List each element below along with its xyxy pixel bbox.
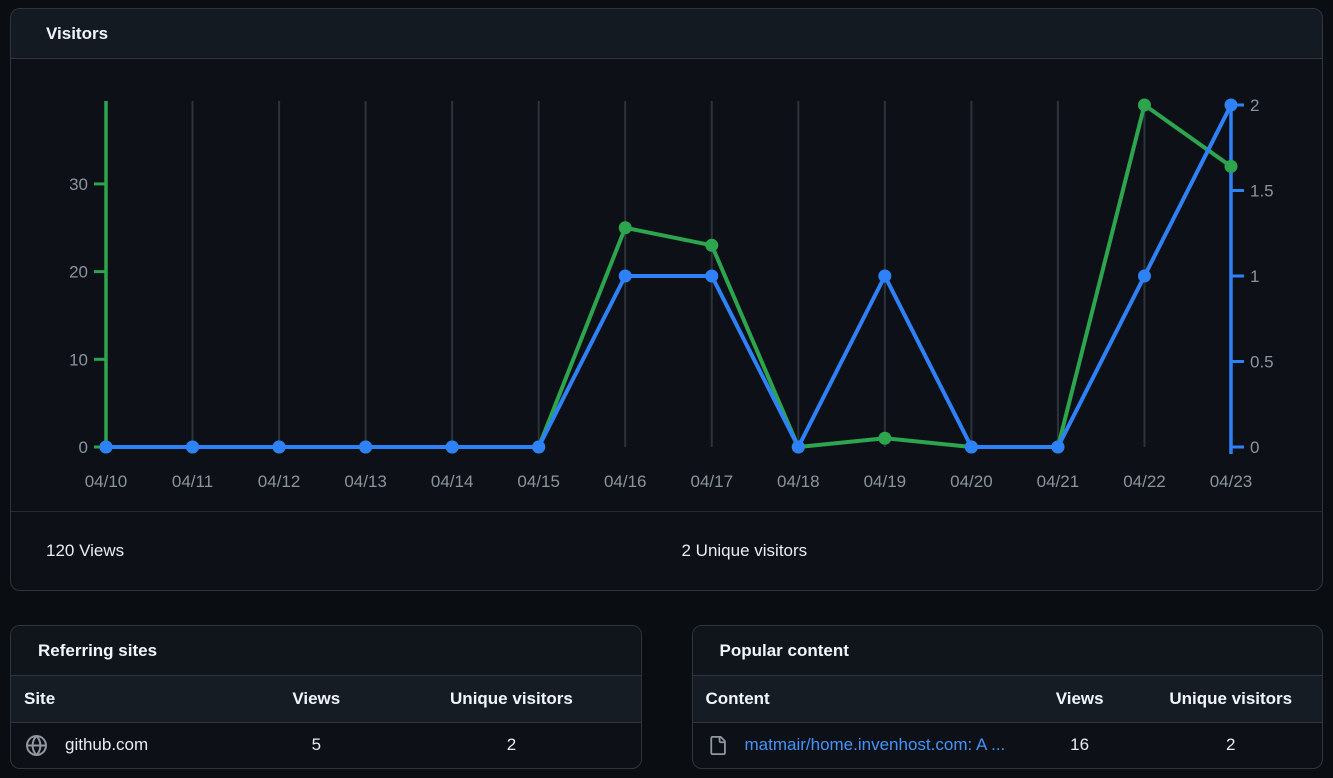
popular-content-panel: Popular content Content Views Unique vis… <box>691 625 1323 769</box>
total-unique-visitors-label: 2 Unique visitors <box>681 541 808 560</box>
chart-dot <box>359 440 373 454</box>
visitors-panel-header: Visitors <box>11 9 1322 59</box>
popular-content-link[interactable]: matmair/home.invenhost.com: A ... <box>744 735 1006 755</box>
chart-dot <box>964 440 978 454</box>
right-axis-tick-label: 1.5 <box>1250 182 1274 201</box>
chart-dot <box>1224 98 1238 112</box>
x-axis-label: 04/17 <box>690 472 733 491</box>
x-axis-label: 04/23 <box>1210 472 1253 491</box>
left-axis-tick-label: 20 <box>69 263 88 282</box>
referring-site-name: github.com <box>65 735 149 755</box>
series-line <box>104 103 1233 449</box>
chart-dot <box>445 440 459 454</box>
right-axis-tick-label: 0.5 <box>1250 353 1274 372</box>
x-axis-label: 04/13 <box>344 472 387 491</box>
x-axis-label: 04/15 <box>517 472 560 491</box>
x-axis-label: 04/10 <box>85 472 128 491</box>
column-header-unique-visitors: Unique visitors <box>382 676 641 723</box>
chart-dot <box>532 440 546 454</box>
chart-dot <box>878 431 892 445</box>
column-header-views: Views <box>1019 676 1140 723</box>
referring-sites-header: Referring sites <box>11 626 641 676</box>
chart-dot <box>705 238 719 252</box>
x-axis-label: 04/16 <box>604 472 647 491</box>
x-axis-label: 04/21 <box>1037 472 1080 491</box>
popular-content-table: Content Views Unique visitors <box>692 676 1323 768</box>
chart-dot <box>705 269 719 283</box>
x-axis-label: 04/11 <box>172 472 213 491</box>
column-header-unique-visitors: Unique visitors <box>1139 676 1322 723</box>
visitors-chart-svg[interactable]: 0 10 20 30 0 0.5 1 1.5 2 04/10 04/11 04/12 04/13 04/1… <box>11 59 1322 511</box>
chart-dot <box>99 440 113 454</box>
popular-content-views: 16 <box>1070 735 1090 755</box>
popular-content-unique: 2 <box>1225 735 1236 755</box>
x-axis-label: 04/22 <box>1123 472 1166 491</box>
referring-sites-table: Site Views Unique visitors <box>11 676 641 768</box>
visitors-title: Visitors <box>46 23 109 43</box>
popular-content-header: Popular content <box>692 626 1322 676</box>
bottom-row: Referring sites Site Views Unique visito… <box>10 625 1323 769</box>
referring-sites-panel: Referring sites Site Views Unique visito… <box>10 625 642 769</box>
x-axis-label: 04/12 <box>258 472 301 491</box>
popular-content-title: Popular content <box>719 640 849 660</box>
column-header-site: Site <box>11 676 251 723</box>
chart-dot <box>272 440 286 454</box>
visitors-chart[interactable]: 0 10 20 30 0 0.5 1 1.5 2 04/10 04/11 04/12 04/13 04/1… <box>11 59 1322 511</box>
chart-dot <box>1224 159 1238 173</box>
chart-dot <box>186 440 200 454</box>
globe-icon <box>26 734 47 756</box>
chart-dot <box>1051 440 1065 454</box>
x-axis-label: 04/20 <box>950 472 993 491</box>
x-axis-label: 04/18 <box>777 472 820 491</box>
table-row: github.com 5 2 <box>11 722 641 768</box>
chart-dot <box>618 221 632 235</box>
right-axis-tick-label: 1 <box>1250 267 1259 286</box>
referring-site-views: 5 <box>311 735 322 755</box>
column-header-content: Content <box>692 676 1020 723</box>
column-header-views: Views <box>250 676 383 723</box>
chart-dot <box>1137 269 1151 283</box>
left-axis-tick-label: 10 <box>69 350 88 369</box>
referring-site-unique: 2 <box>506 735 517 755</box>
table-row: matmair/home.invenhost.com: A ... 16 2 <box>693 722 1323 768</box>
file-icon <box>708 735 727 755</box>
chart-dot <box>878 269 892 283</box>
right-axis-tick-label: 2 <box>1250 96 1259 115</box>
chart-dot <box>1137 98 1151 112</box>
chart-dot <box>791 440 805 454</box>
chart-dot <box>618 269 632 283</box>
left-axis-tick-label: 30 <box>69 175 88 194</box>
total-views-label: 120 Views <box>46 541 125 560</box>
visitors-panel: Visitors 0 10 20 30 0 0.5 1 1.5 2 04/10 04/11 04/12… <box>10 8 1323 591</box>
visitors-chart-footer: 120 Views 2 Unique visitors <box>11 511 1322 590</box>
x-axis-label: 04/19 <box>864 472 907 491</box>
right-axis-tick-label: 0 <box>1250 438 1259 457</box>
left-axis-tick-label: 0 <box>79 438 88 457</box>
referring-sites-title: Referring sites <box>38 640 158 660</box>
x-axis-label: 04/14 <box>431 472 474 491</box>
